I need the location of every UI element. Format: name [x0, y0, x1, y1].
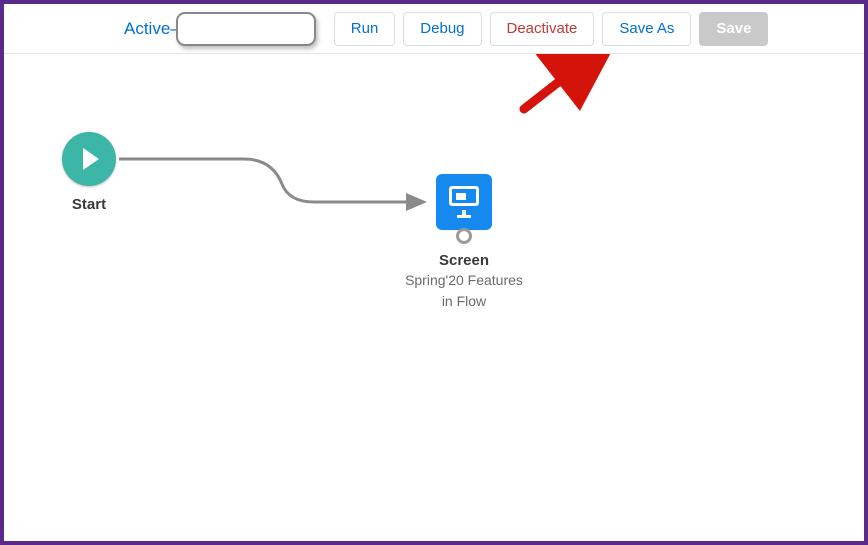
debug-button[interactable]: Debug — [403, 12, 481, 46]
screen-icon — [436, 174, 492, 230]
screen-subtitle-2: in Flow — [379, 292, 549, 311]
toolbar: Active– Run Debug Deactivate Save As Sav… — [4, 4, 864, 54]
screen-title: Screen — [379, 252, 549, 269]
annotation-arrow-icon — [509, 54, 619, 124]
save-as-button[interactable]: Save As — [602, 12, 691, 46]
start-label: Start — [62, 196, 116, 213]
status-label: Active — [124, 19, 170, 39]
run-button[interactable]: Run — [334, 12, 396, 46]
deactivate-button[interactable]: Deactivate — [490, 12, 595, 46]
start-node[interactable]: Start — [62, 132, 116, 213]
version-highlight-box — [176, 12, 316, 46]
screen-subtitle-1: Spring'20 Features — [379, 271, 549, 290]
connector-handle-icon[interactable] — [456, 228, 472, 244]
app-frame: Active– Run Debug Deactivate Save As Sav… — [0, 0, 868, 545]
play-icon — [62, 132, 116, 186]
save-button[interactable]: Save — [699, 12, 768, 46]
flow-canvas[interactable]: Start Screen Spring'20 Features in Flow — [4, 54, 864, 541]
status-area: Active– — [124, 12, 316, 46]
screen-node[interactable]: Screen Spring'20 Features in Flow — [379, 174, 549, 311]
